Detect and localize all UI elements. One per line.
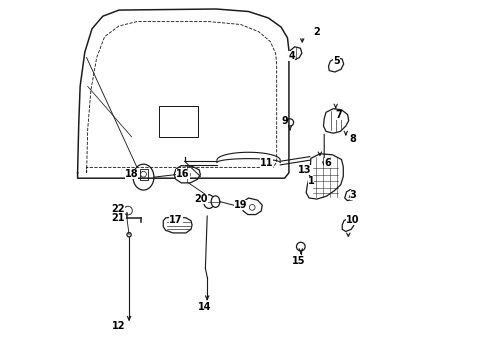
Ellipse shape	[211, 196, 220, 207]
Circle shape	[141, 171, 147, 177]
Ellipse shape	[204, 195, 215, 208]
Polygon shape	[328, 58, 343, 72]
Polygon shape	[345, 190, 355, 201]
Text: 14: 14	[198, 302, 211, 312]
Polygon shape	[163, 217, 192, 233]
Text: 2: 2	[314, 27, 320, 37]
Polygon shape	[306, 154, 343, 199]
Text: 10: 10	[346, 215, 360, 225]
Text: 18: 18	[125, 168, 138, 179]
Polygon shape	[242, 198, 262, 215]
Ellipse shape	[133, 164, 154, 190]
Circle shape	[286, 119, 294, 126]
Circle shape	[127, 233, 131, 237]
Bar	[159, 106, 198, 137]
Polygon shape	[289, 47, 302, 60]
Text: 21: 21	[112, 213, 125, 223]
Polygon shape	[342, 219, 354, 231]
Bar	[140, 169, 148, 180]
Text: 11: 11	[260, 158, 273, 168]
Text: 7: 7	[335, 110, 342, 120]
Text: 22: 22	[112, 204, 125, 214]
Circle shape	[183, 171, 190, 178]
Polygon shape	[323, 109, 349, 133]
Text: 19: 19	[234, 200, 247, 210]
Text: 16: 16	[176, 168, 190, 179]
Text: 17: 17	[169, 215, 183, 225]
Text: 13: 13	[297, 165, 311, 175]
Text: 12: 12	[112, 321, 125, 331]
Circle shape	[249, 204, 255, 210]
Text: 15: 15	[292, 256, 306, 266]
Text: 8: 8	[349, 134, 356, 144]
Circle shape	[296, 242, 305, 251]
Text: 3: 3	[350, 190, 356, 200]
Circle shape	[123, 206, 132, 215]
Text: 1: 1	[308, 176, 314, 186]
Text: 6: 6	[324, 158, 331, 168]
Text: 4: 4	[289, 51, 295, 61]
Text: 9: 9	[281, 116, 288, 126]
Text: 20: 20	[195, 194, 208, 204]
Circle shape	[123, 208, 128, 213]
Polygon shape	[174, 166, 200, 183]
Text: 5: 5	[333, 56, 340, 66]
